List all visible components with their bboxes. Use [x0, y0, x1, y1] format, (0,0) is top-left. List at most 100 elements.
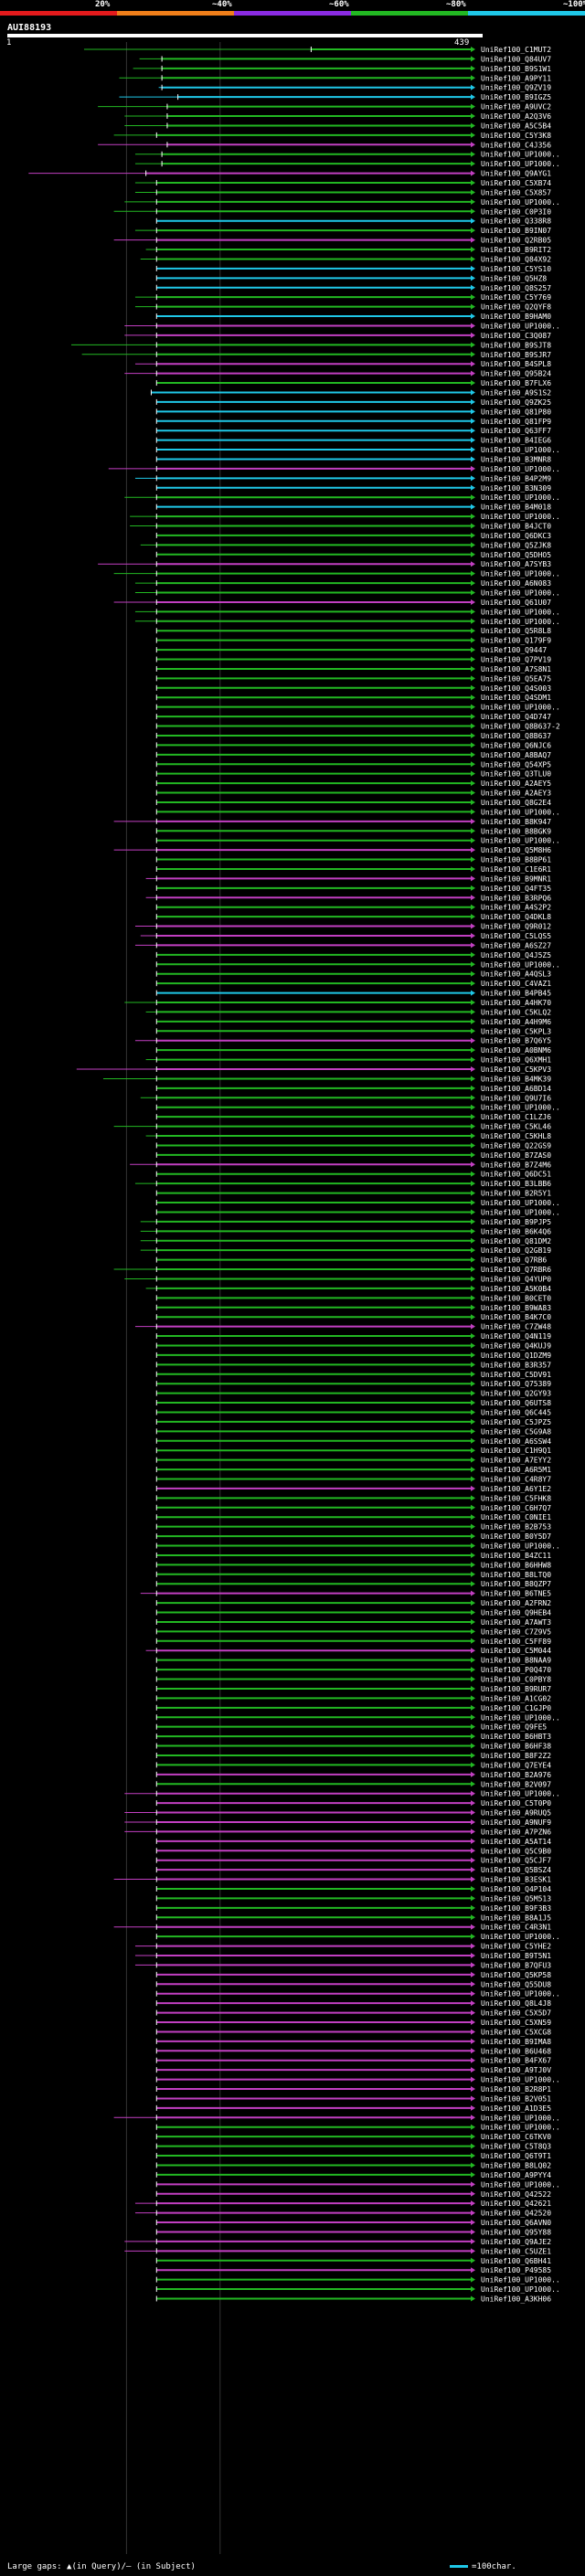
hit-label[interactable]: UniRef100_B4MK39	[481, 1075, 551, 1083]
hit-label[interactable]: UniRef100_B8F2Z2	[481, 1752, 551, 1760]
hit-label[interactable]: UniRef100_Q1DZM9	[481, 1352, 551, 1360]
hit-label[interactable]: UniRef100_B4K7C0	[481, 1313, 551, 1321]
hit-label[interactable]: UniRef100_C4VAZ1	[481, 980, 551, 988]
hit-label[interactable]: UniRef100_B0CET0	[481, 1294, 551, 1302]
hit-label[interactable]: UniRef100_B4SPL8	[481, 360, 551, 368]
hit-label[interactable]: UniRef100_A0BNM6	[481, 1046, 551, 1055]
hit-label[interactable]: UniRef100_B9RUR7	[481, 1685, 551, 1693]
hit-label[interactable]: UniRef100_C5KL46	[481, 1123, 551, 1131]
hit-label[interactable]: UniRef100_UP1000..	[481, 2114, 560, 2122]
hit-label[interactable]: UniRef100_UP1000..	[481, 2285, 560, 2294]
hit-label[interactable]: UniRef100_B9WA83	[481, 1304, 551, 1312]
hit-label[interactable]: UniRef100_Q5C9B0	[481, 1847, 551, 1855]
hit-label[interactable]: UniRef100_C5X5D7	[481, 2009, 551, 2018]
hit-label[interactable]: UniRef100_A1D3E5	[481, 2104, 551, 2113]
hit-label[interactable]: UniRef100_UP1000..	[481, 446, 560, 454]
hit-label[interactable]: UniRef100_B8LTQ0	[481, 1571, 551, 1579]
hit-label[interactable]: UniRef100_C5YS10	[481, 265, 551, 273]
hit-label[interactable]: UniRef100_Q81DM2	[481, 1237, 551, 1246]
hit-label[interactable]: UniRef100_B9HAM0	[481, 313, 551, 321]
hit-label[interactable]: UniRef100_Q3TLU0	[481, 770, 551, 779]
hit-label[interactable]: UniRef100_C5JPZ5	[481, 1418, 551, 1426]
hit-label[interactable]: UniRef100_B2A976	[481, 1771, 551, 1779]
hit-label[interactable]: UniRef100_A6R5M1	[481, 1466, 551, 1474]
hit-label[interactable]: UniRef100_B7QFU3	[481, 1961, 551, 1969]
hit-label[interactable]: UniRef100_Q2RB05	[481, 237, 551, 245]
hit-label[interactable]: UniRef100_B2V097	[481, 1780, 551, 1788]
hit-label[interactable]: UniRef100_Q4P104	[481, 1885, 551, 1893]
hit-label[interactable]: UniRef100_C5G9A8	[481, 1427, 551, 1436]
hit-label[interactable]: UniRef100_C4R8Y7	[481, 1476, 551, 1484]
hit-label[interactable]: UniRef100_Q9AYG1	[481, 170, 551, 178]
hit-label[interactable]: UniRef100_Q5R8L8	[481, 627, 551, 635]
hit-label[interactable]: UniRef100_A8BAQ7	[481, 751, 551, 759]
hit-label[interactable]: UniRef100_C5KPV3	[481, 1065, 551, 1074]
hit-label[interactable]: UniRef100_B8A1J5	[481, 1913, 551, 1922]
hit-label[interactable]: UniRef100_Q4D747	[481, 713, 551, 721]
hit-label[interactable]: UniRef100_A6BD14	[481, 1085, 551, 1093]
hit-label[interactable]: UniRef100_Q4N119	[481, 1332, 551, 1341]
hit-label[interactable]: UniRef100_UP1000..	[481, 151, 560, 159]
hit-label[interactable]: UniRef100_B9T5N1	[481, 1952, 551, 1960]
hit-label[interactable]: UniRef100_B9IGZ5	[481, 93, 551, 101]
hit-label[interactable]: UniRef100_Q22GS9	[481, 1141, 551, 1150]
hit-label[interactable]: UniRef100_A5K0B4	[481, 1285, 551, 1293]
hit-label[interactable]: UniRef100_Q4SDM1	[481, 694, 551, 702]
hit-label[interactable]: UniRef100_B6HF38	[481, 1743, 551, 1751]
hit-label[interactable]: UniRef100_A2FRN2	[481, 1599, 551, 1607]
hit-label[interactable]: UniRef100_UP1000..	[481, 960, 560, 969]
hit-label[interactable]: UniRef100_C1H9Q1	[481, 1447, 551, 1455]
hit-label[interactable]: UniRef100_B8BGK9	[481, 827, 551, 835]
hit-label[interactable]: UniRef100_B0Y5D7	[481, 1532, 551, 1541]
hit-label[interactable]: UniRef100_Q95B24	[481, 370, 551, 378]
hit-label[interactable]: UniRef100_C1LZJ6	[481, 1113, 551, 1121]
hit-label[interactable]: UniRef100_UP1000..	[481, 2276, 560, 2284]
hit-label[interactable]: UniRef100_C0NIE1	[481, 1513, 551, 1521]
hit-label[interactable]: UniRef100_C5T8Q3	[481, 2143, 551, 2151]
hit-label[interactable]: UniRef100_Q6C445	[481, 1408, 551, 1416]
hit-label[interactable]: UniRef100_Q9AJE2	[481, 2238, 551, 2246]
hit-label[interactable]: UniRef100_UP1000..	[481, 1104, 560, 1112]
hit-label[interactable]: UniRef100_B8LQ02	[481, 2161, 551, 2169]
hit-label[interactable]: UniRef100_Q4KUJ9	[481, 1341, 551, 1350]
hit-label[interactable]: UniRef100_Q7PV19	[481, 656, 551, 664]
hit-label[interactable]: UniRef100_A7AWT3	[481, 1618, 551, 1627]
hit-label[interactable]: UniRef100_Q81FP9	[481, 418, 551, 426]
hit-label[interactable]: UniRef100_B3R357	[481, 1361, 551, 1369]
hit-label[interactable]: UniRef100_B7FLX6	[481, 379, 551, 387]
hit-label[interactable]: UniRef100_B9RIT2	[481, 246, 551, 254]
hit-label[interactable]: UniRef100_B7Q6Y5	[481, 1037, 551, 1045]
hit-label[interactable]: UniRef100_C3Q087	[481, 332, 551, 340]
hit-label[interactable]: UniRef100_C4R3N1	[481, 1924, 551, 1932]
hit-label[interactable]: UniRef100_UP1000..	[481, 322, 560, 330]
hit-label[interactable]: UniRef100_C5DV91	[481, 1371, 551, 1379]
hit-label[interactable]: UniRef100_A6SZ27	[481, 941, 551, 949]
hit-label[interactable]: UniRef100_B8NAA9	[481, 1657, 551, 1665]
hit-label[interactable]: UniRef100_B4IEG6	[481, 437, 551, 445]
hit-label[interactable]: UniRef100_Q5ZJK8	[481, 541, 551, 549]
hit-label[interactable]: UniRef100_B9F3B3	[481, 1904, 551, 1913]
hit-label[interactable]: UniRef100_C6TKV0	[481, 2133, 551, 2141]
hit-label[interactable]: UniRef100_Q9HEB4	[481, 1609, 551, 1617]
hit-label[interactable]: UniRef100_Q8S257	[481, 284, 551, 292]
hit-label[interactable]: UniRef100_UP1000..	[481, 1208, 560, 1216]
hit-label[interactable]: UniRef100_B6U468	[481, 2047, 551, 2055]
hit-label[interactable]: UniRef100_C0P3I0	[481, 207, 551, 216]
hit-label[interactable]: UniRef100_A5AT14	[481, 1838, 551, 1846]
hit-label[interactable]: UniRef100_Q42522	[481, 2190, 551, 2199]
hit-label[interactable]: UniRef100_Q4J5Z5	[481, 951, 551, 959]
hit-label[interactable]: UniRef100_C5M044	[481, 1647, 551, 1655]
hit-label[interactable]: UniRef100_C7Z9V5	[481, 1627, 551, 1636]
hit-label[interactable]: UniRef100_Q5M513	[481, 1894, 551, 1903]
hit-label[interactable]: UniRef100_C5KPL3	[481, 1027, 551, 1035]
hit-label[interactable]: UniRef100_B2B753	[481, 1523, 551, 1532]
hit-label[interactable]: UniRef100_B6HBT3	[481, 1733, 551, 1741]
hit-label[interactable]: UniRef100_B4PB45	[481, 990, 551, 998]
hit-label[interactable]: UniRef100_B3N309	[481, 484, 551, 493]
hit-label[interactable]: UniRef100_UP1000..	[481, 837, 560, 845]
hit-label[interactable]: UniRef100_UP1000..	[481, 1542, 560, 1551]
hit-label[interactable]: UniRef100_B9S1W1	[481, 65, 551, 73]
hit-label[interactable]: UniRef100_B9SJR7	[481, 351, 551, 359]
hit-label[interactable]: UniRef100_UP1000..	[481, 608, 560, 616]
hit-label[interactable]: UniRef100_UP1000..	[481, 1790, 560, 1798]
